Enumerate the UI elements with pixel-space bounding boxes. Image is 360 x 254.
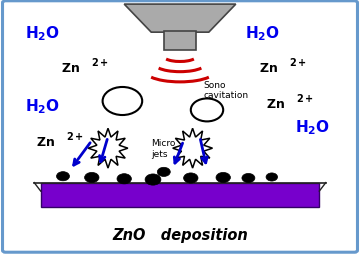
Text: $\mathbf{H_2O}$: $\mathbf{H_2O}$ <box>245 24 280 42</box>
Polygon shape <box>88 129 128 168</box>
Circle shape <box>184 173 198 183</box>
Bar <box>164 32 196 51</box>
Polygon shape <box>173 129 212 168</box>
Circle shape <box>57 172 69 181</box>
Circle shape <box>145 174 161 185</box>
Circle shape <box>117 174 131 184</box>
Text: $\mathbf{2+}$: $\mathbf{2+}$ <box>289 56 306 68</box>
Text: ZnO   deposition: ZnO deposition <box>112 228 248 242</box>
Text: $\mathbf{2+}$: $\mathbf{2+}$ <box>91 56 108 68</box>
Text: Micro
jets: Micro jets <box>151 139 176 158</box>
Text: $\mathbf{H_2O}$: $\mathbf{H_2O}$ <box>25 24 60 42</box>
Text: $\mathbf{Zn}$: $\mathbf{Zn}$ <box>259 62 278 75</box>
Text: Sono
cavitation: Sono cavitation <box>203 81 248 100</box>
Text: $\mathbf{Zn}$: $\mathbf{Zn}$ <box>266 98 285 110</box>
Text: $\mathbf{H_2O}$: $\mathbf{H_2O}$ <box>25 97 60 116</box>
Circle shape <box>85 173 99 183</box>
Text: $\mathbf{Zn}$: $\mathbf{Zn}$ <box>61 62 80 75</box>
FancyBboxPatch shape <box>3 2 357 252</box>
Circle shape <box>266 173 278 181</box>
Text: $\mathbf{2+}$: $\mathbf{2+}$ <box>296 92 314 104</box>
Text: $\mathbf{H_2O}$: $\mathbf{H_2O}$ <box>295 118 330 136</box>
Bar <box>41 183 319 207</box>
Polygon shape <box>124 5 236 33</box>
Circle shape <box>157 168 170 177</box>
Circle shape <box>216 173 230 183</box>
Text: $\mathbf{2+}$: $\mathbf{2+}$ <box>66 130 83 142</box>
Text: $\mathbf{Zn}$: $\mathbf{Zn}$ <box>36 136 55 149</box>
Circle shape <box>242 174 255 183</box>
